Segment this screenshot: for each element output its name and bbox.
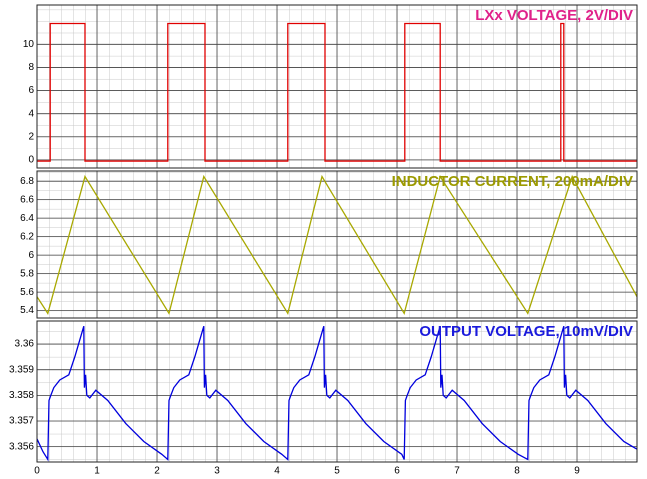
data-line — [37, 325, 637, 462]
y-tick-label: 6.2 — [20, 231, 34, 242]
data-line — [37, 174, 637, 316]
plot-border — [36, 4, 638, 169]
plot-border — [36, 170, 638, 319]
panel-title: LXx VOLTAGE, 2V/DIV — [475, 7, 633, 24]
y-tick-label: 3.359 — [9, 364, 34, 375]
y-tick-label: 4 — [28, 108, 34, 119]
y-tick-label: 3.356 — [9, 441, 34, 452]
panel-title: INDUCTOR CURRENT, 200mA/DIV — [392, 173, 633, 190]
x-tick-label: 4 — [274, 466, 280, 477]
panel-title: OUTPUT VOLTAGE, 10mV/DIV — [419, 323, 633, 340]
x-tick-label: 8 — [514, 466, 520, 477]
x-tick-label: 1 — [94, 466, 100, 477]
y-tick-label: 2 — [28, 131, 34, 142]
y-tick-label: 3.358 — [9, 390, 34, 401]
data-line — [37, 22, 637, 162]
y-tick-label: 5.4 — [20, 305, 34, 316]
x-tick-label: 2 — [154, 466, 160, 477]
x-tick-label: 5 — [334, 466, 340, 477]
y-tick-label: 5.6 — [20, 287, 34, 298]
y-tick-label: 5.8 — [20, 268, 34, 279]
y-tick-label: 3.357 — [9, 416, 34, 427]
y-tick-label: 10 — [23, 39, 35, 50]
x-tick-label: 0 — [34, 466, 40, 477]
x-tick-label: 9 — [574, 466, 580, 477]
y-tick-label: 6 — [28, 85, 34, 96]
x-tick-label: 3 — [214, 466, 220, 477]
y-tick-label: 6.6 — [20, 194, 34, 205]
x-tick-label: 6 — [394, 466, 400, 477]
x-tick-label: 7 — [454, 466, 460, 477]
y-tick-label: 8 — [28, 62, 34, 73]
y-tick-label: 3.36 — [15, 339, 35, 350]
plot-border — [36, 320, 638, 463]
y-tick-label: 6.8 — [20, 176, 34, 187]
y-tick-label: 6 — [28, 250, 34, 261]
y-tick-label: 0 — [28, 155, 34, 166]
y-tick-label: 6.4 — [20, 213, 34, 224]
